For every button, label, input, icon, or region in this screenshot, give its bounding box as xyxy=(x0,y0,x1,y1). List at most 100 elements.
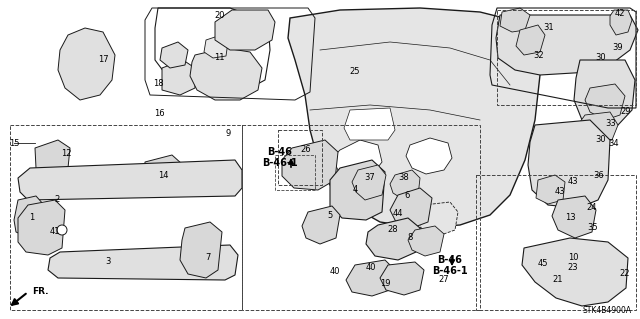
Text: 21: 21 xyxy=(553,276,563,285)
Text: 35: 35 xyxy=(588,222,598,232)
Text: 36: 36 xyxy=(594,170,604,180)
Text: 24: 24 xyxy=(587,203,597,211)
Polygon shape xyxy=(160,42,188,68)
Polygon shape xyxy=(522,238,628,306)
Polygon shape xyxy=(390,170,420,200)
Text: 27: 27 xyxy=(438,276,449,285)
Text: 4: 4 xyxy=(353,184,358,194)
Polygon shape xyxy=(302,206,340,244)
Text: 33: 33 xyxy=(605,118,616,128)
Text: 1: 1 xyxy=(29,213,35,222)
Text: 23: 23 xyxy=(568,263,579,272)
Text: 45: 45 xyxy=(538,259,548,269)
Bar xyxy=(242,125,480,310)
Polygon shape xyxy=(408,226,444,256)
Polygon shape xyxy=(14,196,44,238)
Polygon shape xyxy=(406,138,452,174)
Polygon shape xyxy=(190,48,262,100)
Bar xyxy=(10,125,242,310)
Text: 8: 8 xyxy=(407,234,413,242)
Polygon shape xyxy=(332,140,382,178)
Polygon shape xyxy=(144,155,182,188)
Polygon shape xyxy=(516,25,545,55)
Text: 40: 40 xyxy=(330,268,340,277)
Polygon shape xyxy=(352,165,386,200)
Circle shape xyxy=(57,225,67,235)
Polygon shape xyxy=(552,196,596,238)
Polygon shape xyxy=(500,8,530,32)
Polygon shape xyxy=(610,10,632,35)
Polygon shape xyxy=(35,140,70,175)
Text: 7: 7 xyxy=(205,253,211,262)
Text: 11: 11 xyxy=(214,53,224,62)
Text: 9: 9 xyxy=(225,129,230,137)
Text: 5: 5 xyxy=(328,211,333,220)
Polygon shape xyxy=(18,160,242,200)
Text: 28: 28 xyxy=(388,226,398,234)
Polygon shape xyxy=(282,140,338,190)
Text: 15: 15 xyxy=(9,138,19,147)
Text: 10: 10 xyxy=(568,253,579,262)
Polygon shape xyxy=(215,10,275,50)
Text: 38: 38 xyxy=(399,173,410,182)
Polygon shape xyxy=(390,188,432,228)
Text: 16: 16 xyxy=(154,108,164,117)
Polygon shape xyxy=(536,175,565,204)
Text: 12: 12 xyxy=(61,149,71,158)
Bar xyxy=(476,175,636,310)
Text: 30: 30 xyxy=(596,136,606,145)
Text: 3: 3 xyxy=(106,257,111,266)
Text: B-46: B-46 xyxy=(438,255,463,265)
Text: 37: 37 xyxy=(365,174,376,182)
Polygon shape xyxy=(346,260,395,296)
Text: 34: 34 xyxy=(609,138,620,147)
Text: 44: 44 xyxy=(393,209,403,218)
Bar xyxy=(278,130,322,185)
Polygon shape xyxy=(18,200,65,255)
Polygon shape xyxy=(330,160,385,220)
Polygon shape xyxy=(48,245,238,280)
Text: 43: 43 xyxy=(568,177,579,187)
Text: 6: 6 xyxy=(404,191,410,201)
Polygon shape xyxy=(580,112,618,142)
Polygon shape xyxy=(180,222,222,278)
Polygon shape xyxy=(380,262,424,295)
Bar xyxy=(497,10,636,105)
Text: 18: 18 xyxy=(153,79,163,88)
Text: 14: 14 xyxy=(157,170,168,180)
Polygon shape xyxy=(204,36,228,58)
Polygon shape xyxy=(58,28,115,100)
Polygon shape xyxy=(574,60,635,130)
Text: 26: 26 xyxy=(301,145,311,154)
Text: 39: 39 xyxy=(612,42,623,51)
Text: 13: 13 xyxy=(564,213,575,222)
Text: FR.: FR. xyxy=(32,287,49,296)
Polygon shape xyxy=(162,60,195,95)
Polygon shape xyxy=(585,84,625,120)
Polygon shape xyxy=(344,108,395,140)
Text: 41: 41 xyxy=(50,227,60,236)
Text: B-46-1: B-46-1 xyxy=(432,266,468,276)
Text: B-46: B-46 xyxy=(268,147,292,157)
Text: 22: 22 xyxy=(620,270,630,278)
Text: 42: 42 xyxy=(615,10,625,19)
Polygon shape xyxy=(528,120,610,208)
Bar xyxy=(275,155,315,190)
Text: 43: 43 xyxy=(555,188,565,197)
Text: 30: 30 xyxy=(596,53,606,62)
Text: 40: 40 xyxy=(365,263,376,271)
Polygon shape xyxy=(288,8,540,228)
Text: 2: 2 xyxy=(54,196,60,204)
Polygon shape xyxy=(366,218,420,260)
Text: 25: 25 xyxy=(349,68,360,77)
Polygon shape xyxy=(418,202,458,236)
Text: B-46-1: B-46-1 xyxy=(262,158,298,168)
Text: STK4B4900A: STK4B4900A xyxy=(583,306,632,315)
Text: 31: 31 xyxy=(544,24,554,33)
Text: 29: 29 xyxy=(621,107,631,115)
Text: 19: 19 xyxy=(380,279,390,288)
Polygon shape xyxy=(496,15,638,75)
Text: 17: 17 xyxy=(98,56,108,64)
Text: 32: 32 xyxy=(534,51,544,61)
Text: 20: 20 xyxy=(215,11,225,19)
